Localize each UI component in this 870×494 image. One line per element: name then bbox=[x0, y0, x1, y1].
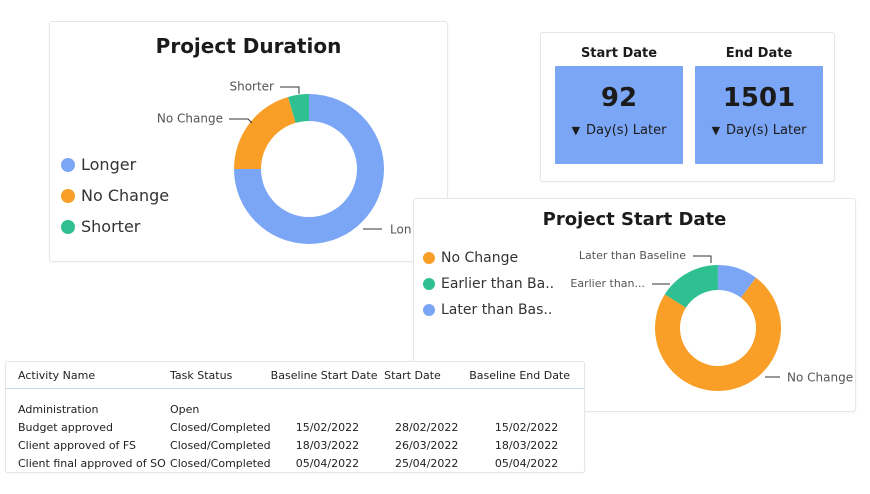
legend-dot-shorter bbox=[61, 219, 75, 234]
legend-item-shorter[interactable]: Shorter bbox=[61, 211, 169, 242]
legend-dot-earlier bbox=[423, 278, 435, 290]
table-row[interactable]: Administration Open bbox=[6, 400, 584, 418]
column-header-activity-name[interactable]: Activity Name bbox=[6, 362, 171, 389]
donut-slice-later[interactable] bbox=[717, 265, 756, 298]
donut-slice-longer[interactable] bbox=[234, 94, 384, 244]
end-date-label: End Date bbox=[725, 46, 793, 61]
legend-item-longer[interactable]: Longer bbox=[61, 149, 169, 180]
cell-baseline-end-date: 05/04/2022 bbox=[494, 456, 559, 470]
cell-activity-name: Administration bbox=[18, 402, 99, 416]
cell-baseline-start-date bbox=[271, 400, 384, 418]
end-date-value: 1501 bbox=[722, 83, 796, 113]
donut-slice-no-change[interactable] bbox=[655, 277, 781, 391]
table-row[interactable]: Client final approved of SO Closed/Compl… bbox=[6, 454, 584, 472]
legend-dot-no-change bbox=[423, 252, 435, 264]
cell-baseline-end-date bbox=[469, 400, 584, 418]
column-header-task-status[interactable]: Task Status bbox=[170, 362, 271, 389]
legend-item-no-change[interactable]: No Change bbox=[423, 245, 553, 271]
table-header-row: Activity Name Task Status Baseline Start… bbox=[6, 362, 584, 389]
legend-dot-later bbox=[423, 304, 435, 316]
cell-start-date: 26/03/2022 bbox=[394, 438, 459, 452]
legend-label-later: Later than Bas... bbox=[441, 302, 553, 318]
start-date-box[interactable]: 92 ▼ Day(s) Later bbox=[555, 66, 683, 164]
cell-start-date: 25/04/2022 bbox=[394, 456, 459, 470]
cell-baseline-start-date: 18/03/2022 bbox=[295, 438, 360, 452]
project-start-date-title: Project Start Date bbox=[542, 209, 727, 230]
project-duration-title: Project Duration bbox=[155, 34, 342, 58]
cell-task-status: Closed/Completed bbox=[170, 420, 271, 434]
table-row[interactable]: Budget approved Closed/Completed 15/02/2… bbox=[6, 418, 584, 436]
donut-slice-no-change[interactable] bbox=[234, 96, 296, 169]
project-start-date-legend: No Change Earlier than Ba... Later than … bbox=[423, 245, 553, 323]
slice-label-later: Later than Baseline bbox=[579, 249, 686, 262]
legend-label-no-change: No Change bbox=[81, 186, 170, 205]
legend-item-earlier[interactable]: Earlier than Ba... bbox=[423, 271, 553, 297]
column-header-baseline-end-date[interactable]: Baseline End Date bbox=[469, 362, 584, 389]
slice-label-longer: Lon bbox=[390, 223, 411, 237]
down-triangle-icon: ▼ bbox=[711, 124, 721, 137]
start-date-label: Start Date bbox=[580, 46, 658, 61]
activity-table-card: Activity Name Task Status Baseline Start… bbox=[5, 361, 585, 473]
slice-label-earlier: Earlier than... bbox=[570, 277, 645, 290]
column-header-start-date[interactable]: Start Date bbox=[384, 362, 470, 389]
cell-activity-name: Client approved of FS bbox=[18, 438, 137, 452]
leader-line-shorter bbox=[280, 86, 300, 94]
end-date-box[interactable]: 1501 ▼ Day(s) Later bbox=[695, 66, 823, 164]
date-variance-card: Start Date 92 ▼ Day(s) Later End Date 150… bbox=[540, 32, 835, 182]
project-duration-card: Project Duration Longer No Change Shorte… bbox=[49, 21, 448, 262]
table-row[interactable]: Client approved of FS Closed/Completed 1… bbox=[6, 436, 584, 454]
cell-start-date: 28/02/2022 bbox=[394, 420, 459, 434]
cell-activity-name: Client final approved of SO bbox=[18, 456, 166, 470]
leader-line-later bbox=[693, 255, 712, 263]
activity-table: Activity Name Task Status Baseline Start… bbox=[6, 362, 584, 472]
legend-label-shorter: Shorter bbox=[81, 217, 141, 236]
slice-label-no-change: No Change bbox=[157, 112, 223, 126]
project-start-date-card: Project Start Date No Change Earlier tha… bbox=[413, 198, 856, 412]
legend-label-no-change: No Change bbox=[441, 250, 519, 266]
project-duration-legend: Longer No Change Shorter bbox=[61, 149, 169, 242]
down-triangle-icon: ▼ bbox=[571, 124, 581, 137]
legend-dot-longer bbox=[61, 157, 75, 172]
end-date-sub: Day(s) Later bbox=[726, 123, 807, 138]
legend-label-longer: Longer bbox=[81, 155, 137, 174]
leader-line-no-change bbox=[229, 118, 253, 124]
cell-baseline-end-date: 15/02/2022 bbox=[494, 420, 559, 434]
cell-baseline-start-date: 15/02/2022 bbox=[295, 420, 360, 434]
project-start-date-donut-chart: Later than Baseline Earlier than... No C… bbox=[570, 249, 853, 391]
start-date-sub: Day(s) Later bbox=[586, 123, 667, 138]
cell-baseline-end-date: 18/03/2022 bbox=[494, 438, 559, 452]
cell-task-status: Open bbox=[170, 402, 200, 416]
donut-slice-earlier[interactable] bbox=[664, 265, 718, 308]
donut-slice-shorter[interactable] bbox=[288, 94, 309, 123]
legend-item-later[interactable]: Later than Bas... bbox=[423, 297, 553, 323]
project-duration-donut-chart: Lon No Change Shorter bbox=[157, 80, 411, 244]
cell-task-status: Closed/Completed bbox=[170, 456, 271, 470]
slice-label-no-change: No Change bbox=[787, 371, 853, 385]
legend-dot-no-change bbox=[61, 188, 75, 203]
slice-label-shorter: Shorter bbox=[229, 80, 274, 94]
start-date-panel: Start Date 92 ▼ Day(s) Later bbox=[555, 33, 683, 164]
end-date-panel: End Date 1501 ▼ Day(s) Later bbox=[695, 33, 823, 164]
cell-baseline-start-date: 05/04/2022 bbox=[295, 456, 360, 470]
cell-task-status: Closed/Completed bbox=[170, 438, 271, 452]
cell-start-date bbox=[384, 400, 469, 418]
column-header-baseline-start-date[interactable]: Baseline Start Date bbox=[270, 362, 385, 389]
legend-label-earlier: Earlier than Ba... bbox=[441, 276, 553, 292]
cell-activity-name: Budget approved bbox=[18, 420, 114, 434]
start-date-value: 92 bbox=[600, 83, 638, 113]
legend-item-no-change[interactable]: No Change bbox=[61, 180, 169, 211]
